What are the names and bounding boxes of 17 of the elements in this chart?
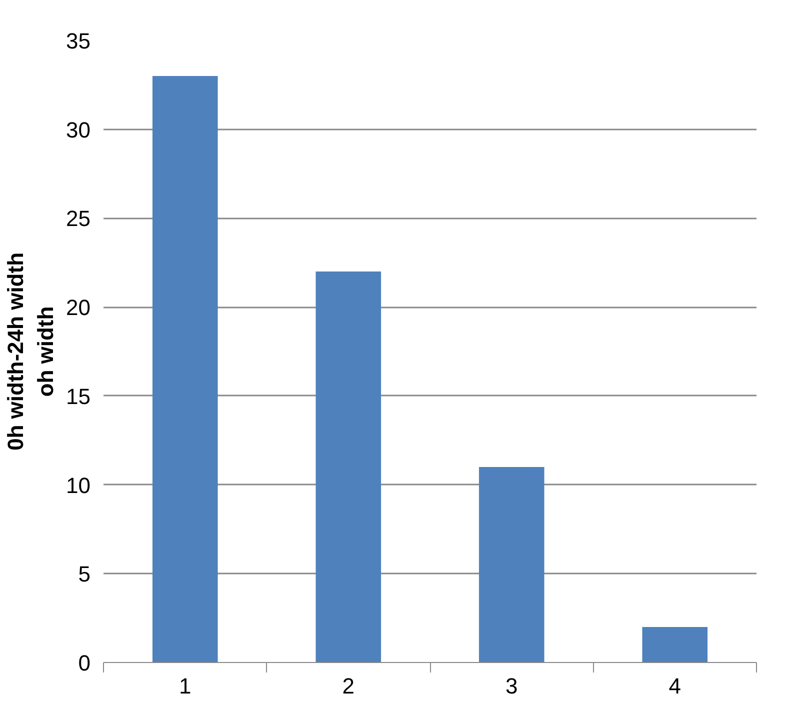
y-tick-label: 35 [66, 28, 91, 54]
y-axis-title: 0h width-24h width oh width [3, 252, 58, 450]
y-tick-label: 0 [78, 650, 91, 676]
bar [152, 76, 218, 662]
x-tick-label: 4 [668, 674, 682, 698]
y-tick-label: 15 [66, 384, 91, 409]
y-tick-label: 25 [66, 206, 91, 232]
bar [316, 272, 382, 662]
y-tick-label: 30 [66, 117, 91, 142]
y-tick-label: 5 [78, 562, 91, 587]
x-tick-label: 2 [342, 674, 355, 698]
bar [642, 626, 708, 662]
y-tick-label: 10 [66, 472, 91, 498]
bar [478, 467, 544, 662]
x-tick-label: 3 [506, 674, 518, 698]
y-tick-label: 20 [66, 295, 91, 320]
x-tick-label: 1 [179, 674, 192, 698]
